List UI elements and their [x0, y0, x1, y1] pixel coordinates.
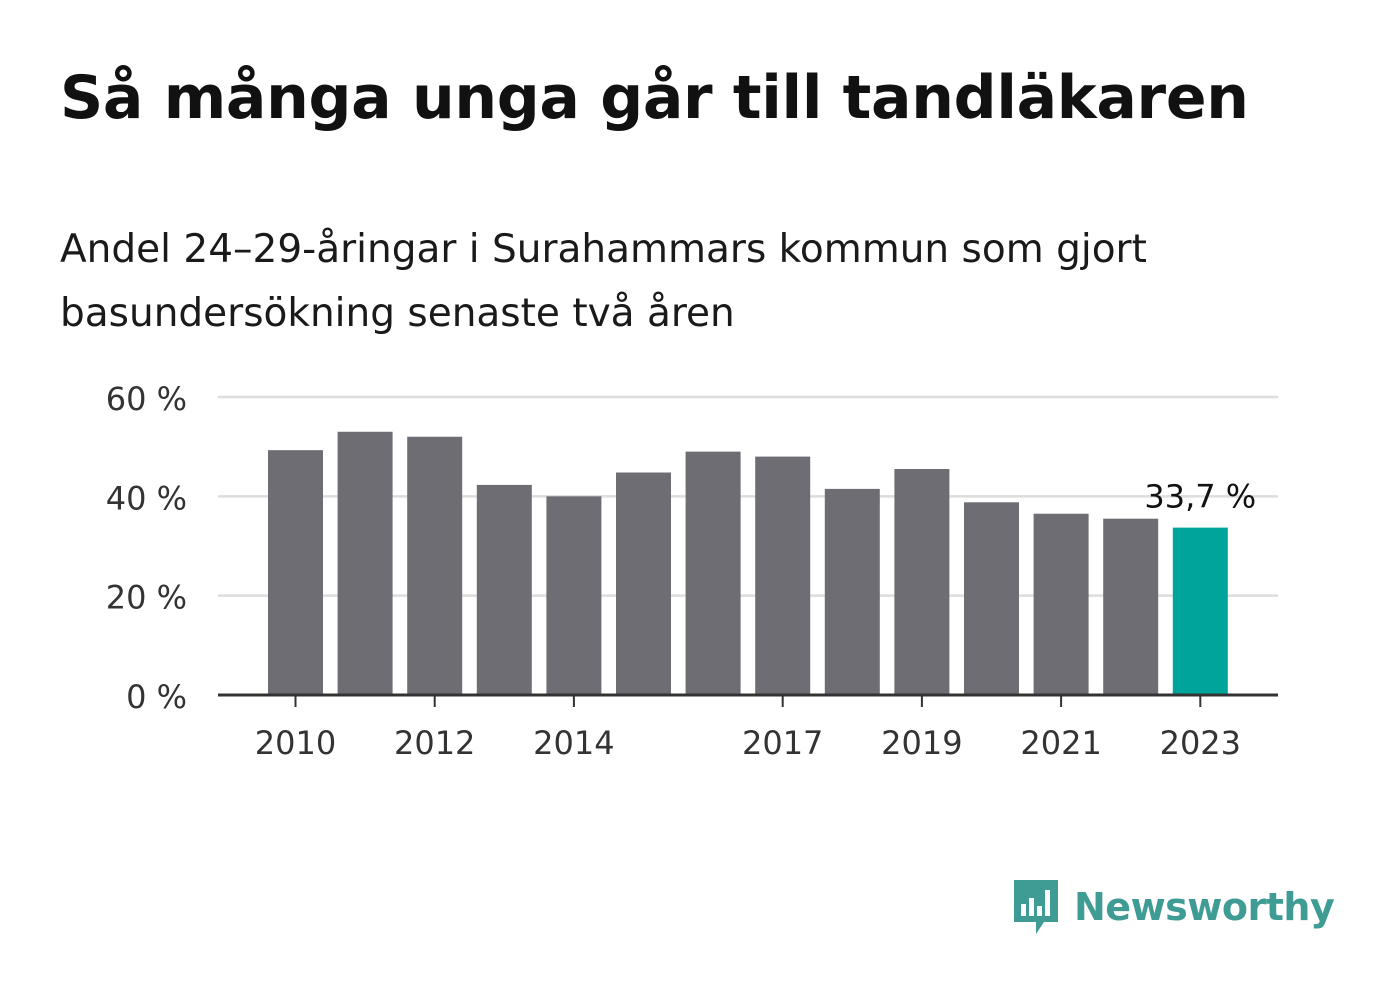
bar-2013: [476, 484, 532, 695]
bar-2018: [824, 488, 880, 695]
data-label: 33,7 %: [1144, 478, 1256, 516]
y-axis-labels: 0 % 20 % 40 % 60 %: [106, 380, 187, 716]
bar-2022: [1103, 518, 1159, 695]
chart-title: Så många unga går till tandläkaren: [60, 63, 1249, 133]
bar-2011: [337, 431, 393, 695]
bar-2010: [268, 450, 323, 695]
x-tick-label: 2012: [394, 724, 475, 762]
bar-2023: [1172, 527, 1228, 695]
x-tick-label: 2014: [533, 724, 614, 762]
chart-subtitle: Andel 24–29-åringar i Surahammars kommun…: [60, 227, 1147, 336]
x-tick-label: 2010: [255, 724, 336, 762]
gridlines: [218, 395, 1278, 597]
bar-2021: [1033, 513, 1089, 695]
x-tick-label: 2023: [1160, 724, 1241, 762]
bar-2017: [755, 456, 811, 695]
bar-2012: [407, 436, 463, 695]
x-axis-labels: 2010 2012 2014 2017 2019 2021 2023: [255, 724, 1241, 762]
newsworthy-logo-icon: [1014, 880, 1058, 934]
y-tick-label: 40 %: [106, 479, 187, 517]
bars: [268, 431, 1228, 695]
y-tick-label: 0 %: [126, 678, 187, 716]
newsworthy-logo: Newsworthy: [1010, 876, 1335, 938]
bar-2014: [546, 496, 602, 695]
x-axis: [218, 693, 1278, 707]
x-tick-label: 2017: [742, 724, 823, 762]
bar-2015: [616, 472, 671, 695]
y-tick-label: 60 %: [106, 380, 187, 418]
brand-name: Newsworthy: [1074, 885, 1335, 929]
bar-2020: [964, 502, 1019, 695]
bar-2019: [894, 469, 950, 695]
x-tick-label: 2019: [881, 724, 962, 762]
data-labels: 33,7 %: [1144, 478, 1256, 516]
y-tick-label: 20 %: [106, 579, 187, 617]
x-tick-label: 2021: [1020, 724, 1101, 762]
bar-2016: [685, 451, 741, 695]
